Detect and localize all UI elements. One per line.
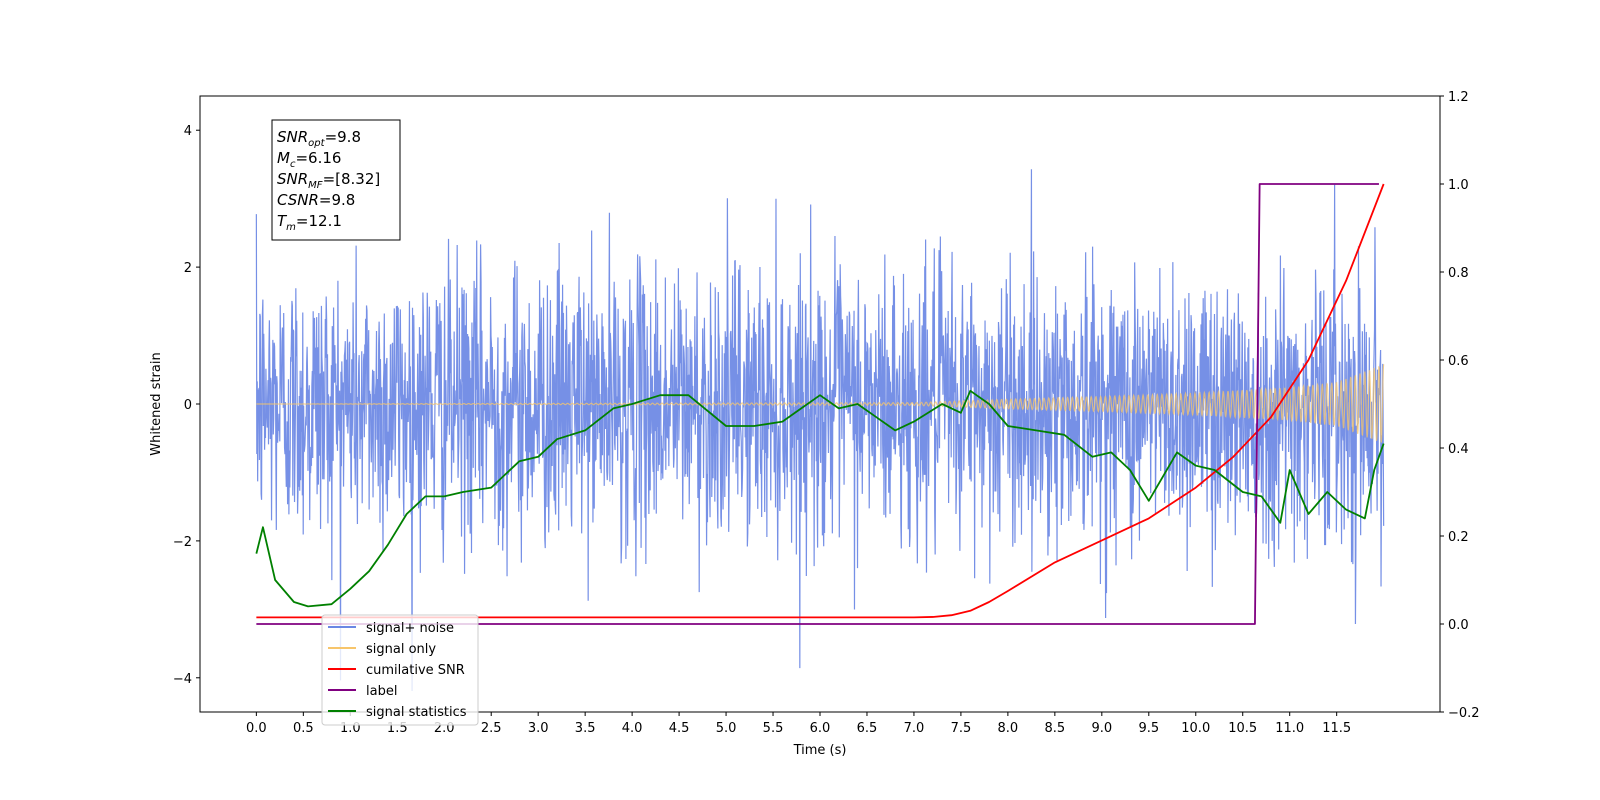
x-tick-label: 4.0 xyxy=(622,721,643,736)
x-tick-label: 2.5 xyxy=(481,721,502,736)
x-tick-label: 3.5 xyxy=(575,721,596,736)
x-tick-label: 3.0 xyxy=(528,721,549,736)
x-tick-label: 7.0 xyxy=(904,721,925,736)
legend-label: signal+ noise xyxy=(366,621,454,636)
x-tick-label: 8.0 xyxy=(998,721,1019,736)
x-tick-label: 11.5 xyxy=(1322,721,1351,736)
legend-label: cumilative SNR xyxy=(366,663,465,678)
series-label xyxy=(256,183,1379,625)
annotation-frame xyxy=(271,119,401,241)
x-tick-label: 9.0 xyxy=(1091,721,1112,736)
series-layer xyxy=(255,169,1385,692)
y-tick-label-right: −0.2 xyxy=(1448,706,1480,721)
annotation-line: SNRMF=[8.32] xyxy=(277,170,380,191)
x-axis-title: Time (s) xyxy=(793,743,847,758)
x-axis: 0.0 0.5 1.0 1.5 2.0 2.5 3.0 3.5 4.0 4.5 5.0 5.5 6.0 6… xyxy=(246,712,1351,736)
legend: signal+ noise signal only cumilative SNR la… xyxy=(321,614,479,726)
y-tick-label-right: 0.2 xyxy=(1448,530,1469,545)
annotation-line: CSNR=9.8 xyxy=(277,191,355,209)
x-tick-label: 10.5 xyxy=(1228,721,1257,736)
x-tick-label: 9.5 xyxy=(1138,721,1159,736)
series-cumilative-snr xyxy=(256,183,1385,619)
y-tick-label-left: 4 xyxy=(184,124,192,139)
annotation-line: Tm=12.1 xyxy=(277,212,342,233)
y-axis-right: −0.2 0.0 0.2 0.4 0.6 0.8 1.0 1.2 xyxy=(1440,90,1480,721)
x-tick-label: 0.0 xyxy=(246,721,267,736)
x-tick-label: 11.0 xyxy=(1275,721,1304,736)
annotation-line: Mc=6.16 xyxy=(277,149,341,170)
x-tick-label: 5.0 xyxy=(716,721,737,736)
legend-label: signal statistics xyxy=(366,705,467,720)
y-axis-title: Whitened strain xyxy=(149,352,164,455)
x-tick-label: 6.5 xyxy=(857,721,878,736)
y-tick-label-left: −4 xyxy=(173,672,192,687)
y-tick-label-right: 0.6 xyxy=(1448,354,1469,369)
legend-label: label xyxy=(366,684,397,699)
y-tick-label-right: 0.0 xyxy=(1448,618,1469,633)
y-axis-left: −4 −2 0 2 4 xyxy=(173,124,200,687)
y-tick-label-right: 1.2 xyxy=(1448,90,1469,105)
y-tick-label-right: 0.8 xyxy=(1448,266,1469,281)
x-tick-label: 6.0 xyxy=(810,721,831,736)
x-tick-label: 0.5 xyxy=(293,721,314,736)
annotation-line: SNRopt=9.8 xyxy=(277,128,361,149)
legend-frame xyxy=(321,614,479,726)
y-tick-label-left: −2 xyxy=(173,535,192,550)
series-signal-statistics xyxy=(255,389,1385,608)
y-tick-label-left: 0 xyxy=(184,398,192,413)
x-tick-label: 8.5 xyxy=(1045,721,1066,736)
x-tick-label: 4.5 xyxy=(669,721,690,736)
y-tick-label-left: 2 xyxy=(184,261,192,276)
y-tick-label-right: 1.0 xyxy=(1448,178,1469,193)
y-tick-label-right: 0.4 xyxy=(1448,442,1469,457)
x-tick-label: 7.5 xyxy=(951,721,972,736)
x-tick-label: 10.0 xyxy=(1181,721,1210,736)
legend-label: signal only xyxy=(366,642,436,657)
series-signal-only xyxy=(256,364,1385,443)
x-tick-label: 5.5 xyxy=(763,721,784,736)
